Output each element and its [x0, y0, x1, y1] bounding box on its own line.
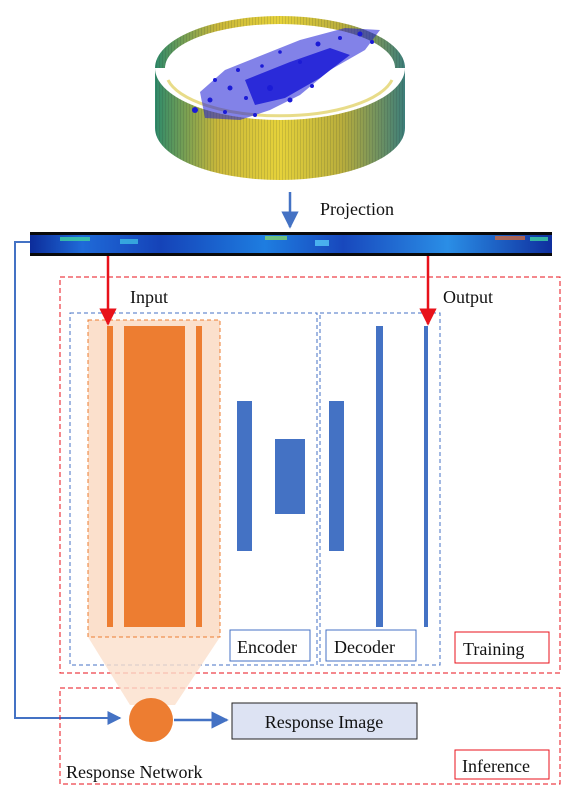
input-layer-thin	[107, 326, 113, 627]
inference-box	[454, 749, 550, 780]
input-label: Input	[130, 287, 168, 307]
training-label: Training	[463, 639, 524, 659]
bottleneck-layer	[275, 439, 305, 514]
response-network-node	[129, 698, 173, 742]
encoder-label: Encoder	[237, 637, 297, 657]
response-network-label: Response Network	[66, 762, 202, 782]
response-image-box	[231, 702, 418, 740]
point-cloud	[192, 28, 380, 120]
encoder-box	[229, 629, 311, 662]
range-image-strip	[30, 232, 552, 256]
input-layer-thin	[196, 326, 202, 627]
decoder-layer	[376, 326, 383, 627]
encoder-layer	[237, 401, 252, 551]
inference-label: Inference	[462, 756, 530, 776]
projection-label: Projection	[320, 199, 394, 219]
inference-loop-arrow	[14, 241, 122, 725]
decoder-layer	[329, 401, 344, 551]
highlight-cone	[88, 637, 220, 705]
output-layer	[424, 326, 428, 627]
response-image-label: Response Image	[265, 712, 383, 732]
decoder-region	[319, 312, 441, 666]
inference-region	[59, 687, 561, 785]
decoder-label: Decoder	[334, 637, 395, 657]
lidar-cylinder-projection-icon	[155, 16, 405, 180]
training-box	[454, 631, 550, 664]
output-label: Output	[443, 287, 493, 307]
input-layer-wide	[124, 326, 185, 627]
decoder-box	[325, 629, 417, 662]
training-region	[59, 276, 561, 674]
